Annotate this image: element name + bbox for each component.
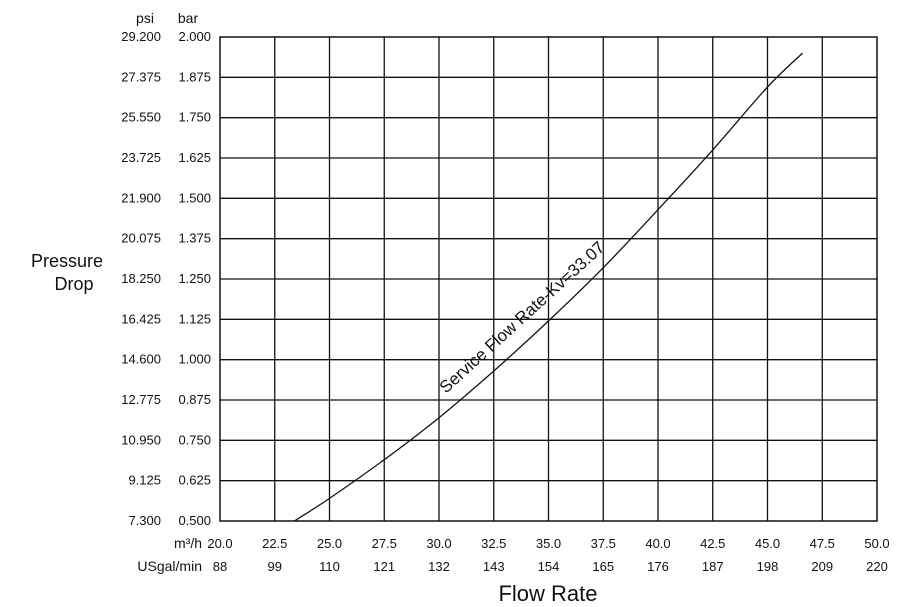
y-tick-label-psi: 10.950 xyxy=(121,432,161,447)
curve-annotation: Service Flow Rate-Kv=33.07 xyxy=(436,238,609,397)
y-tick-label-bar: 0.875 xyxy=(178,392,211,407)
y-tick-label-psi: 23.725 xyxy=(121,150,161,165)
y-axis-title-line2: Drop xyxy=(54,274,93,294)
y-unit-bar: bar xyxy=(178,10,199,26)
x-tick-label-usgal: 132 xyxy=(428,559,450,574)
x-tick-label-usgal: 187 xyxy=(702,559,724,574)
y-tick-label-psi: 18.250 xyxy=(121,271,161,286)
x-tick-label-usgal: 176 xyxy=(647,559,669,574)
y-tick-label-psi: 14.600 xyxy=(121,352,161,367)
x-tick-label-usgal: 198 xyxy=(757,559,779,574)
x-unit-usgal: USgal/min xyxy=(137,558,202,574)
x-tick-label-m3h: 35.0 xyxy=(536,536,561,551)
x-tick-label-m3h: 27.5 xyxy=(372,536,397,551)
y-tick-label-psi: 21.900 xyxy=(121,190,161,205)
y-axis-title-line1: Pressure xyxy=(31,251,103,271)
y-tick-label-bar: 1.875 xyxy=(178,69,211,84)
x-tick-label-m3h: 32.5 xyxy=(481,536,506,551)
x-tick-label-usgal: 154 xyxy=(538,559,560,574)
grid xyxy=(220,37,877,521)
x-tick-label-m3h: 45.0 xyxy=(755,536,780,551)
x-tick-label-usgal: 99 xyxy=(268,559,282,574)
y-tick-label-psi: 20.075 xyxy=(121,231,161,246)
y-tick-label-psi: 9.125 xyxy=(128,473,161,488)
y-unit-psi: psi xyxy=(136,10,154,26)
x-tick-label-m3h: 25.0 xyxy=(317,536,342,551)
x-tick-label-usgal: 143 xyxy=(483,559,505,574)
y-tick-label-psi: 7.300 xyxy=(128,513,161,528)
x-tick-label-usgal: 110 xyxy=(319,559,340,574)
y-tick-label-bar: 1.375 xyxy=(178,231,211,246)
x-axis-ticks: 20.0 88 22.5 99 25.0 110 27.5 121 30.0 132 32.5 143… xyxy=(207,536,889,574)
y-tick-label-bar: 0.625 xyxy=(178,473,211,488)
x-tick-label-m3h: 40.0 xyxy=(645,536,670,551)
x-tick-label-m3h: 37.5 xyxy=(591,536,616,551)
x-tick-label-m3h: 22.5 xyxy=(262,536,287,551)
y-tick-label-psi: 27.375 xyxy=(121,69,161,84)
y-tick-label-psi: 29.200 xyxy=(121,29,161,44)
y-tick-label-bar: 2.000 xyxy=(178,29,211,44)
x-tick-label-usgal: 209 xyxy=(811,559,833,574)
x-unit-m3h: m³/h xyxy=(174,535,202,551)
x-tick-label-m3h: 30.0 xyxy=(426,536,451,551)
x-tick-label-usgal: 220 xyxy=(866,559,888,574)
y-tick-label-bar: 1.750 xyxy=(178,110,211,125)
series-line-service-flow-rate xyxy=(294,52,803,522)
x-tick-label-usgal: 165 xyxy=(592,559,614,574)
x-tick-label-usgal: 121 xyxy=(373,559,395,574)
x-tick-label-m3h: 50.0 xyxy=(864,536,889,551)
y-tick-label-psi: 16.425 xyxy=(121,311,161,326)
y-tick-label-psi: 12.775 xyxy=(121,392,161,407)
y-tick-label-bar: 1.125 xyxy=(178,311,211,326)
x-tick-label-m3h: 42.5 xyxy=(700,536,725,551)
x-axis-title: Flow Rate xyxy=(498,581,597,606)
y-tick-label-bar: 1.625 xyxy=(178,150,211,165)
plot-frame xyxy=(219,36,878,522)
y-tick-label-bar: 1.500 xyxy=(178,190,211,205)
x-tick-label-m3h: 47.5 xyxy=(810,536,835,551)
y-tick-label-bar: 1.250 xyxy=(178,271,211,286)
y-axis-ticks: 7.300 0.500 9.125 0.625 10.950 0.750 12.775 0.8… xyxy=(121,29,211,528)
y-tick-label-bar: 0.750 xyxy=(178,432,211,447)
x-tick-label-usgal: 88 xyxy=(213,559,227,574)
y-tick-label-bar: 0.500 xyxy=(178,513,211,528)
y-tick-label-psi: 25.550 xyxy=(121,110,161,125)
y-tick-label-bar: 1.000 xyxy=(178,352,211,367)
x-tick-label-m3h: 20.0 xyxy=(207,536,232,551)
